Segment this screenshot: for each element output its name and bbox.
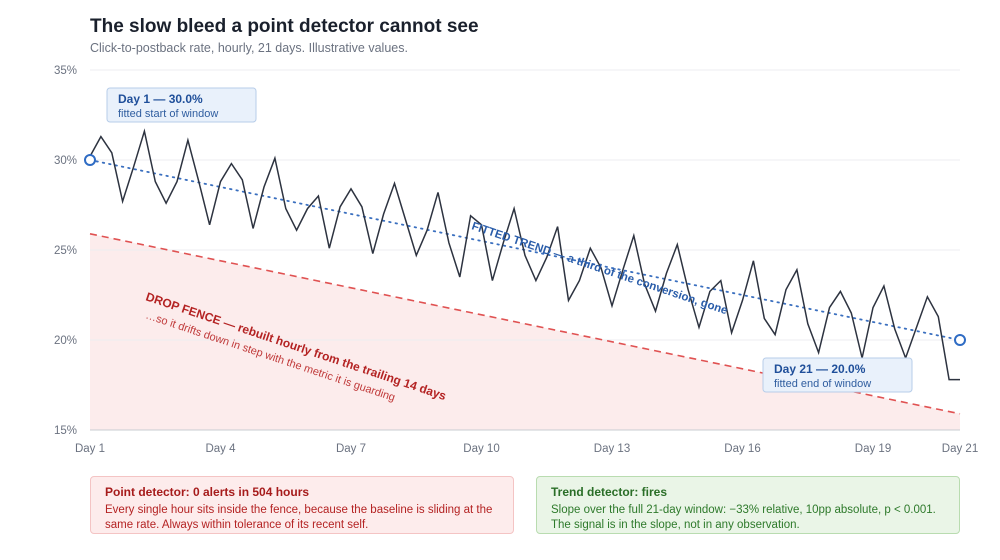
trend-detector-panel: Trend detector: fires Slope over the ful… [536,476,960,534]
observed-series-line [89,128,960,381]
y-tick-label: 20% [54,335,77,347]
y-tick-label: 30% [54,155,77,167]
x-tick-label: Day 21 [942,443,978,455]
x-tick-label: Day 4 [205,443,236,455]
chart-title: The slow bleed a point detector cannot s… [90,16,479,37]
y-tick-label: 15% [54,425,77,437]
annotation-end-box [762,357,913,393]
annotation-end: Day 21 — 20.0% fitted end of window [762,357,913,393]
trend-detector-body: Slope over the full 21-day window: −33% … [551,504,936,531]
point-detector-panel: Point detector: 0 alerts in 504 hours Ev… [90,476,514,534]
chart-area: 15% 20% 25% 30% 35% Day 1 Day 4 Day 7 Day 10 Day… [54,65,978,455]
drop-fence-line [89,233,961,415]
trend-start-point [84,154,96,166]
annotation-start-box [106,87,257,123]
y-tick-label: 35% [54,65,77,77]
annotation-end-text: fitted end of window [774,378,871,390]
x-tick-label: Day 10 [463,443,499,455]
x-tick-label: Day 16 [724,443,760,455]
point-detector-body: Every single hour sits inside the fence,… [105,504,493,531]
annotation-start-title: Day 1 — 30.0% [118,92,203,106]
trend-end-point [954,334,966,346]
point-detector-title: Point detector: 0 alerts in 504 hours [105,485,310,499]
annotation-start-text: fitted start of window [118,108,218,120]
x-tick-label: Day 13 [594,443,630,455]
trend-detector-title: Trend detector: fires [551,485,668,499]
x-tick-label: Day 1 [75,443,105,455]
fence-area [90,233,960,430]
annotation-end-title: Day 21 — 20.0% [774,362,866,376]
trend-label: FITTED TREND — a third of the conversion… [470,220,729,317]
chart-subtitle: Click-to-postback rate, hourly, 21 days.… [90,41,408,55]
y-tick-label: 25% [54,245,77,257]
annotation-start: Day 1 — 30.0% fitted start of window [106,87,257,123]
fitted-trend-line [89,159,961,341]
x-tick-label: Day 7 [336,443,366,455]
x-tick-label: Day 19 [855,443,891,455]
